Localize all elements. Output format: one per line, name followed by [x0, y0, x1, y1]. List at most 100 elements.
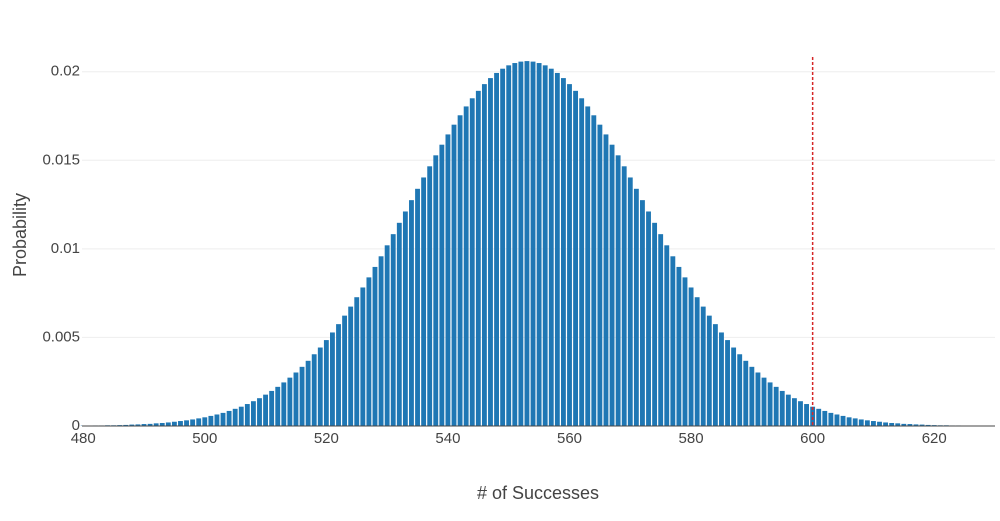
bar [743, 361, 748, 426]
bar [464, 106, 469, 426]
bar [403, 211, 408, 426]
bar [385, 245, 390, 426]
bar [281, 382, 286, 426]
bar [622, 166, 627, 426]
bar [543, 65, 548, 426]
bar [670, 256, 675, 426]
bar [804, 404, 809, 426]
bar [360, 287, 365, 426]
x-axis-label: # of Successes [477, 483, 599, 503]
bar [756, 373, 761, 426]
bar [525, 61, 530, 426]
bar [202, 417, 207, 426]
bar [257, 398, 262, 426]
bar [573, 91, 578, 426]
bar [871, 421, 876, 426]
bar [312, 354, 317, 426]
bar [567, 84, 572, 426]
bar [658, 234, 663, 426]
bar [652, 223, 657, 426]
bar [233, 409, 238, 426]
bar [427, 166, 432, 426]
bar [433, 155, 438, 426]
bar [597, 125, 602, 426]
bar [415, 189, 420, 426]
x-tick-label: 480 [71, 430, 96, 447]
bar [549, 69, 554, 426]
bar [172, 422, 177, 426]
y-tick-label: 0.01 [51, 240, 80, 257]
bar [713, 324, 718, 426]
x-tick-label: 540 [435, 430, 460, 447]
bar [287, 378, 292, 426]
bar [798, 401, 803, 426]
bar [616, 155, 621, 426]
bar [816, 409, 821, 426]
bar [215, 414, 220, 426]
y-tick-label: 0.005 [42, 328, 80, 345]
bar [227, 411, 232, 426]
bar [786, 395, 791, 426]
bar [877, 422, 882, 426]
bar [342, 316, 347, 426]
bar [847, 417, 852, 426]
x-tick-label: 520 [314, 430, 339, 447]
bar [221, 413, 226, 426]
bar [518, 62, 523, 426]
bar [689, 287, 694, 426]
bar [531, 62, 536, 426]
bar [269, 391, 274, 426]
bar [792, 398, 797, 426]
bar [245, 404, 250, 426]
bar [306, 361, 311, 426]
bar [719, 332, 724, 426]
bar [737, 354, 742, 426]
x-tick-label: 560 [557, 430, 582, 447]
bar [762, 378, 767, 426]
bar [500, 69, 505, 426]
bar [604, 134, 609, 426]
bar [318, 348, 323, 426]
bar [506, 65, 511, 426]
bar [634, 189, 639, 426]
bar [166, 422, 171, 426]
bar [476, 91, 481, 426]
bar [275, 387, 280, 426]
bar [354, 297, 359, 426]
bar [725, 340, 730, 426]
x-tick-label: 580 [679, 430, 704, 447]
bar [494, 73, 499, 426]
bar [458, 115, 463, 426]
bar [822, 411, 827, 426]
bar [828, 413, 833, 426]
bar [853, 418, 858, 426]
bar [701, 307, 706, 426]
bar [610, 145, 615, 426]
bar [488, 78, 493, 426]
bar [452, 125, 457, 426]
bar [561, 78, 566, 426]
bar [439, 145, 444, 426]
bar [585, 106, 590, 426]
bar [749, 367, 754, 426]
bar [591, 115, 596, 426]
bar [294, 373, 299, 426]
bar [421, 177, 426, 426]
bar [768, 382, 773, 426]
bar [330, 332, 335, 426]
x-tick-label: 500 [192, 430, 217, 447]
bar [373, 267, 378, 426]
bar [366, 277, 371, 426]
bar [379, 256, 384, 426]
bar [251, 401, 256, 426]
bar [774, 387, 779, 426]
bar [695, 297, 700, 426]
bar [664, 245, 669, 426]
bar [208, 416, 213, 426]
bar [184, 420, 189, 426]
bar [190, 419, 195, 426]
bar [348, 307, 353, 426]
bar [865, 420, 870, 426]
bar [300, 367, 305, 426]
